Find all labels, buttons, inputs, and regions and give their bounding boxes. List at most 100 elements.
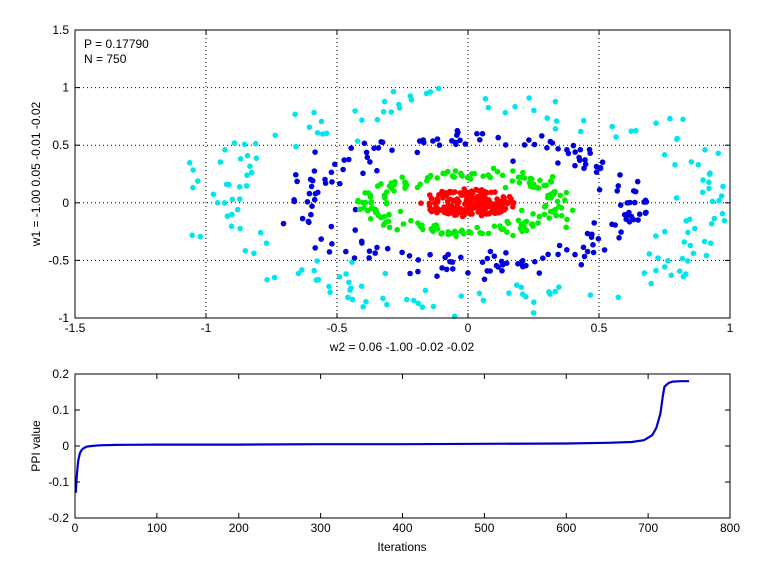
scatter-point (564, 216, 570, 223)
scatter-point (426, 192, 433, 198)
scatter-point (502, 109, 509, 116)
scatter-point (479, 201, 486, 208)
scatter-point (450, 266, 456, 272)
scatter-point (229, 196, 236, 203)
scatter-point (536, 270, 543, 276)
scatter-point (703, 252, 710, 259)
scatter-point (628, 128, 634, 134)
scatter-point (190, 184, 196, 191)
annotation-n-value: N = 750 (84, 52, 127, 66)
scatter-point (394, 226, 401, 233)
scatter-point (448, 209, 455, 216)
scatter-point (500, 205, 506, 212)
scatter-point (646, 251, 653, 257)
scatter-point (433, 222, 440, 228)
line-y-tick-label: 0.2 (52, 367, 69, 381)
line-x-tick-label: 200 (229, 521, 249, 535)
line-y-tick-label: -0.1 (48, 475, 69, 489)
line-x-tick-label: 100 (147, 521, 167, 535)
scatter-point (497, 198, 504, 205)
scatter-point (667, 115, 673, 122)
scatter-point (653, 267, 659, 274)
scatter-point (458, 254, 464, 261)
scatter-point (587, 292, 594, 298)
scatter-point (613, 134, 619, 140)
scatter-point (374, 183, 381, 189)
scatter-point (431, 200, 438, 206)
scatter-point (352, 206, 359, 213)
scatter-point (495, 134, 502, 141)
scatter-point (614, 188, 620, 194)
scatter-point (545, 251, 551, 258)
scatter-point (345, 294, 351, 301)
scatter-point (248, 169, 255, 176)
scatter-point (510, 204, 516, 210)
scatter-point (242, 248, 249, 254)
scatter-point (380, 222, 387, 228)
scatter-point (572, 251, 578, 258)
scatter-point (458, 170, 464, 177)
scatter-point (485, 172, 492, 178)
scatter-x-tick-label: -1.5 (65, 321, 86, 335)
scatter-point (593, 169, 600, 175)
scatter-point (367, 194, 374, 200)
scatter-point (415, 220, 421, 226)
scatter-point (665, 258, 671, 264)
scatter-point (380, 109, 387, 115)
scatter-point (478, 210, 484, 216)
scatter-point (556, 242, 563, 249)
scatter-point (520, 169, 526, 176)
scatter-point (572, 162, 578, 169)
scatter-point (595, 236, 602, 242)
scatter-point (572, 149, 578, 155)
scatter-point (462, 141, 469, 147)
scatter-point (576, 154, 582, 161)
scatter-point (435, 85, 442, 92)
scatter-point (593, 163, 600, 170)
scatter-point (471, 196, 477, 202)
scatter-point (681, 239, 687, 245)
scatter-point (468, 230, 474, 236)
scatter-point (655, 255, 661, 261)
scatter-point (552, 126, 559, 132)
scatter-point (706, 185, 712, 192)
scatter-point (552, 288, 558, 295)
scatter-point (307, 176, 314, 183)
scatter-point (366, 255, 372, 261)
scatter-point (346, 156, 352, 163)
scatter-point (343, 248, 349, 255)
scatter-point (526, 137, 532, 143)
scatter-point (410, 297, 417, 304)
scatter-point (318, 118, 325, 125)
scatter-x-tick-label: 0.5 (591, 321, 608, 335)
line-plot-area (75, 374, 730, 518)
scatter-point (506, 290, 512, 296)
scatter-point (271, 274, 278, 281)
scatter-point (371, 145, 377, 151)
scatter-point (399, 249, 405, 256)
scatter-point (529, 176, 535, 182)
scatter-point (491, 223, 498, 229)
scatter-point (442, 254, 449, 261)
scatter-point (461, 210, 468, 216)
scatter-point (264, 277, 270, 283)
scatter-point (257, 229, 264, 236)
scatter-point (531, 141, 538, 148)
scatter-point (458, 293, 465, 299)
scatter-point (408, 217, 414, 224)
scatter-point (609, 123, 615, 130)
scatter-x-tick-label: 1 (727, 321, 734, 335)
scatter-point (484, 200, 490, 207)
scatter-point (490, 165, 497, 172)
scatter-point (680, 116, 686, 123)
scatter-point (553, 118, 560, 124)
scatter-point (702, 147, 708, 153)
scatter-point (415, 300, 422, 307)
scatter-point (291, 197, 297, 203)
scatter-point (352, 227, 359, 233)
scatter-point (236, 184, 243, 190)
scatter-point (385, 218, 392, 225)
scatter-point (617, 202, 624, 208)
scatter-point (308, 211, 314, 218)
scatter-point (643, 209, 649, 216)
